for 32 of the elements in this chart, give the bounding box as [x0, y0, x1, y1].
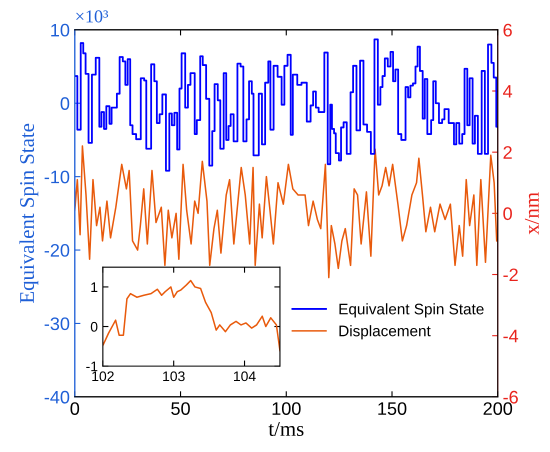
y2-tick-label: 4	[503, 85, 512, 98]
line-series	[74, 145, 498, 278]
x-tick-label: 100	[272, 402, 301, 415]
y-tick-label: -10	[44, 170, 70, 184]
x-tick-label: 0	[70, 402, 80, 415]
x-tick-label: 50	[171, 402, 190, 415]
y-tick-label: 0	[90, 322, 98, 332]
y2-tick-label: 2	[504, 146, 512, 159]
y2-axis-title: x/nm	[524, 192, 539, 235]
y-tick-label: 0	[60, 97, 70, 110]
y2-tick-label: -2	[503, 268, 518, 282]
y2-tick-label: -6	[503, 390, 518, 404]
y2-tick-label: 6	[504, 24, 512, 37]
x-tick-label: 102	[92, 371, 114, 382]
x-tick-label: 200	[484, 402, 512, 415]
y-tick-label: -40	[44, 390, 70, 404]
y2-tick-label: 0	[503, 207, 512, 220]
y-tick-label: 10	[51, 24, 70, 37]
line-series	[102, 280, 280, 352]
legend-label: Displacement	[339, 325, 431, 340]
y-tick-label: -20	[44, 244, 70, 257]
y2-tick-label: -4	[503, 330, 518, 342]
legend-label: Equivalent Spin State	[339, 303, 484, 318]
y-tick-label: 1	[91, 282, 98, 292]
x-tick-label: 104	[234, 371, 256, 382]
x-tick-label: 150	[378, 402, 406, 415]
x-axis-title: t/ms	[268, 422, 304, 436]
y-axis-title: Equivalent Spin State	[19, 124, 38, 304]
y-tick-label: -30	[44, 317, 70, 330]
x-tick-label: 103	[163, 371, 185, 382]
y-tick-label: -1	[86, 362, 98, 372]
text: ×10³	[76, 10, 108, 22]
